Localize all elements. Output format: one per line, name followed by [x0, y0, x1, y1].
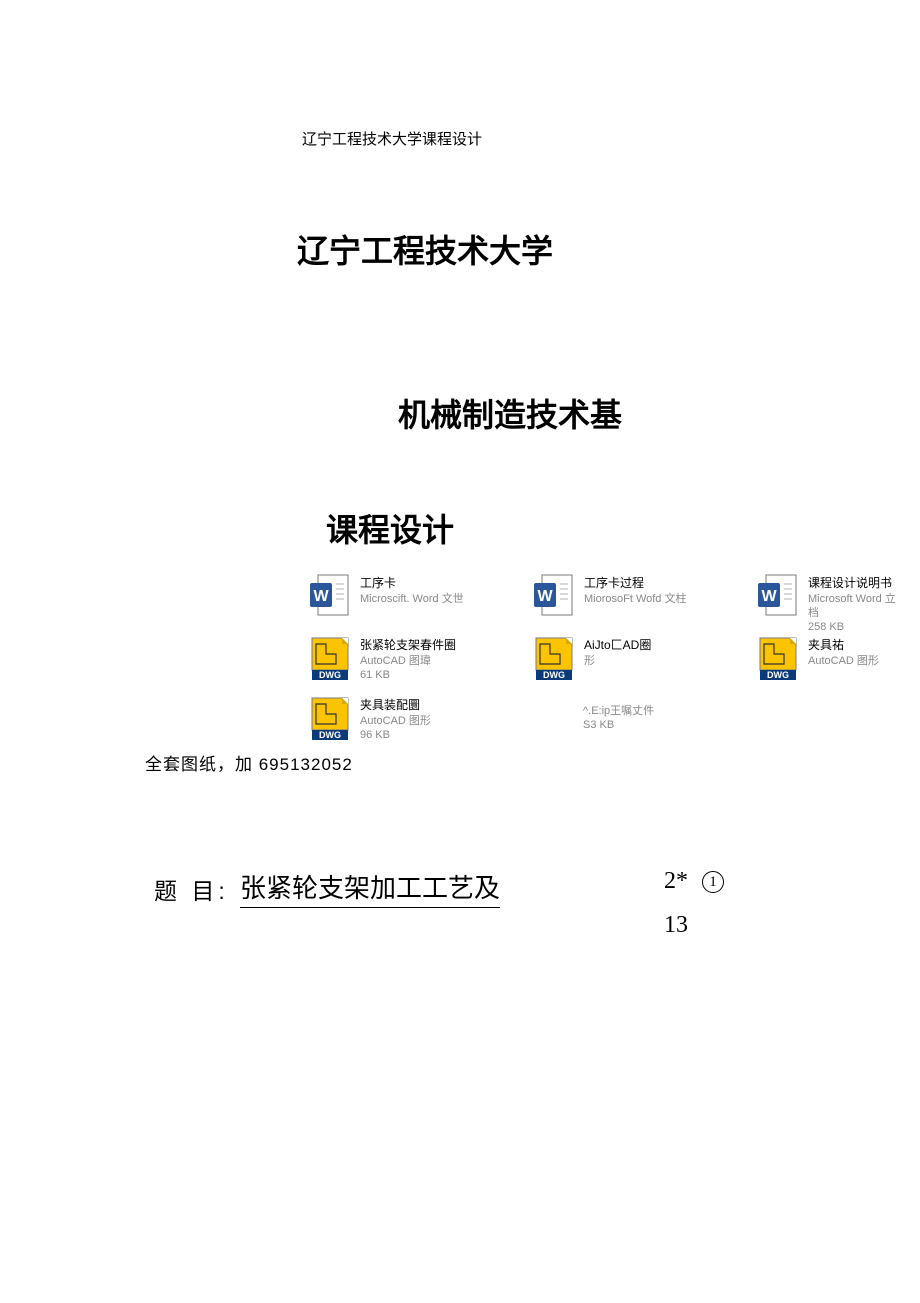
file-item[interactable]: DWG AiJto匚AD圈形	[530, 634, 651, 682]
word-file-icon: W	[754, 572, 802, 620]
file-size-label: 96 KB	[360, 728, 431, 742]
design-title: 课程设计	[326, 505, 454, 551]
bottom-note: 全套图纸，加 695132052	[145, 750, 353, 775]
file-item[interactable]: W 课程设计说明书Microsoft Word 立档258 KB	[754, 572, 906, 634]
file-name-label: AiJto匚AD圈	[584, 638, 651, 654]
file-item[interactable]: DWG 张紧轮支架春件圈AutoCAD 图瑋61 KB	[306, 634, 456, 682]
file-meta-label: Microsoft Word 立档	[808, 592, 906, 621]
dwg-file-icon: DWG	[306, 694, 354, 742]
file-name-label: 夹具装配圜	[360, 698, 431, 714]
svg-text:W: W	[761, 588, 777, 605]
university-title: 辽宁工程技术大学	[297, 226, 553, 272]
file-info: ^.E:ip王嘱丈件S3 KB	[583, 700, 654, 733]
file-name-label: 课程设计说明书	[808, 576, 906, 592]
file-meta-label: Microscift. Word 文世	[360, 592, 464, 606]
file-name-label: 夹具祐	[808, 638, 879, 654]
file-info: 张紧轮支架春件圈AutoCAD 图瑋61 KB	[360, 634, 456, 682]
file-meta-label: AutoCAD 图形	[360, 714, 431, 728]
file-item[interactable]: W 工序卡过程MiorosoFt Wofd 文柱	[530, 572, 687, 620]
file-info: AiJto匚AD圈形	[584, 634, 651, 668]
file-item[interactable]: W 工序卡Microscift. Word 文世	[306, 572, 464, 620]
file-meta-label: 形	[584, 654, 651, 668]
file-item[interactable]: ^.E:ip王嘱丈件S3 KB	[583, 700, 654, 733]
dwg-file-icon: DWG	[530, 634, 578, 682]
file-info: 课程设计说明书Microsoft Word 立档258 KB	[808, 572, 906, 634]
file-info: 夹具装配圜AutoCAD 图形96 KB	[360, 694, 431, 742]
notation-line-2: 13	[664, 912, 688, 939]
file-meta-label: ^.E:ip王嘱丈件	[583, 704, 654, 718]
dwg-file-icon: DWG	[754, 634, 802, 682]
file-item[interactable]: DWG 夹具装配圜AutoCAD 图形96 KB	[306, 694, 431, 742]
notation-line-1: 2* 1	[664, 868, 724, 895]
svg-text:W: W	[537, 588, 553, 605]
file-info: 工序卡过程MiorosoFt Wofd 文柱	[584, 572, 687, 606]
file-size-label: S3 KB	[583, 718, 654, 732]
dwg-file-icon: DWG	[306, 634, 354, 682]
svg-text:DWG: DWG	[543, 670, 565, 680]
header-text: 辽宁工程技术大学课程设计	[302, 128, 482, 149]
circled-number: 1	[702, 871, 724, 893]
course-title: 机械制造技术基	[398, 390, 622, 436]
file-info: 夹具祐AutoCAD 图形	[808, 634, 879, 668]
file-name-label: 工序卡过程	[584, 576, 687, 592]
topic-value: 张紧轮支架加工工艺及	[240, 868, 500, 908]
file-info: 工序卡Microscift. Word 文世	[360, 572, 464, 606]
word-file-icon: W	[530, 572, 578, 620]
svg-text:W: W	[313, 588, 329, 605]
file-meta-label: AutoCAD 图瑋	[360, 654, 456, 668]
file-item[interactable]: DWG 夹具祐AutoCAD 图形	[754, 634, 879, 682]
svg-text:DWG: DWG	[319, 730, 341, 740]
svg-text:DWG: DWG	[319, 670, 341, 680]
file-meta-label: MiorosoFt Wofd 文柱	[584, 592, 687, 606]
file-name-label: 张紧轮支架春件圈	[360, 638, 456, 654]
file-name-label: 工序卡	[360, 576, 464, 592]
file-meta-label: AutoCAD 图形	[808, 654, 879, 668]
topic-label: 题 目:	[154, 872, 229, 906]
file-size-label: 61 KB	[360, 668, 456, 682]
notation-text-1: 2*	[664, 868, 688, 894]
svg-text:DWG: DWG	[767, 670, 789, 680]
word-file-icon: W	[306, 572, 354, 620]
file-size-label: 258 KB	[808, 620, 906, 634]
